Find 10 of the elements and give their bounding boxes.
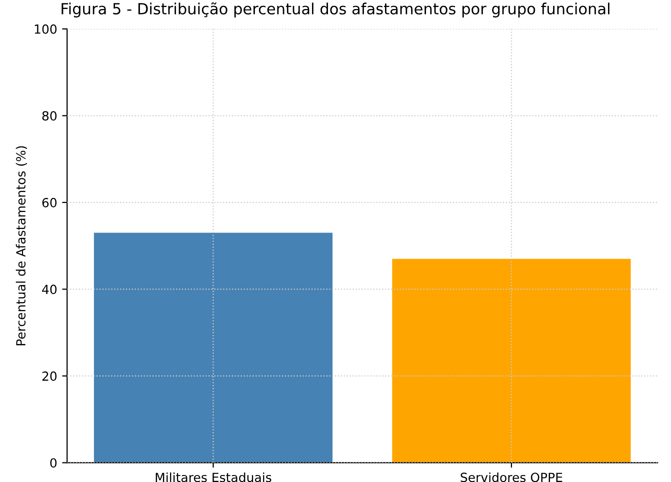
chart-title: Figura 5 - Distribuição percentual dos afastamentos por grupo funcional — [62, 2, 610, 18]
y-tick-label: 60 — [42, 198, 57, 208]
x-tick-label: Militares Estaduais — [156, 472, 272, 482]
y-tick-label: 0 — [50, 458, 57, 468]
y-axis-title: Percentual de Afastamentos (%) — [16, 146, 28, 346]
y-tick-label: 40 — [42, 284, 57, 294]
y-tick-label: 100 — [34, 24, 57, 34]
x-tick-label: Servidores OPPE — [460, 472, 562, 482]
y-tick-label: 80 — [42, 111, 57, 121]
y-tick-label: 20 — [42, 371, 57, 381]
